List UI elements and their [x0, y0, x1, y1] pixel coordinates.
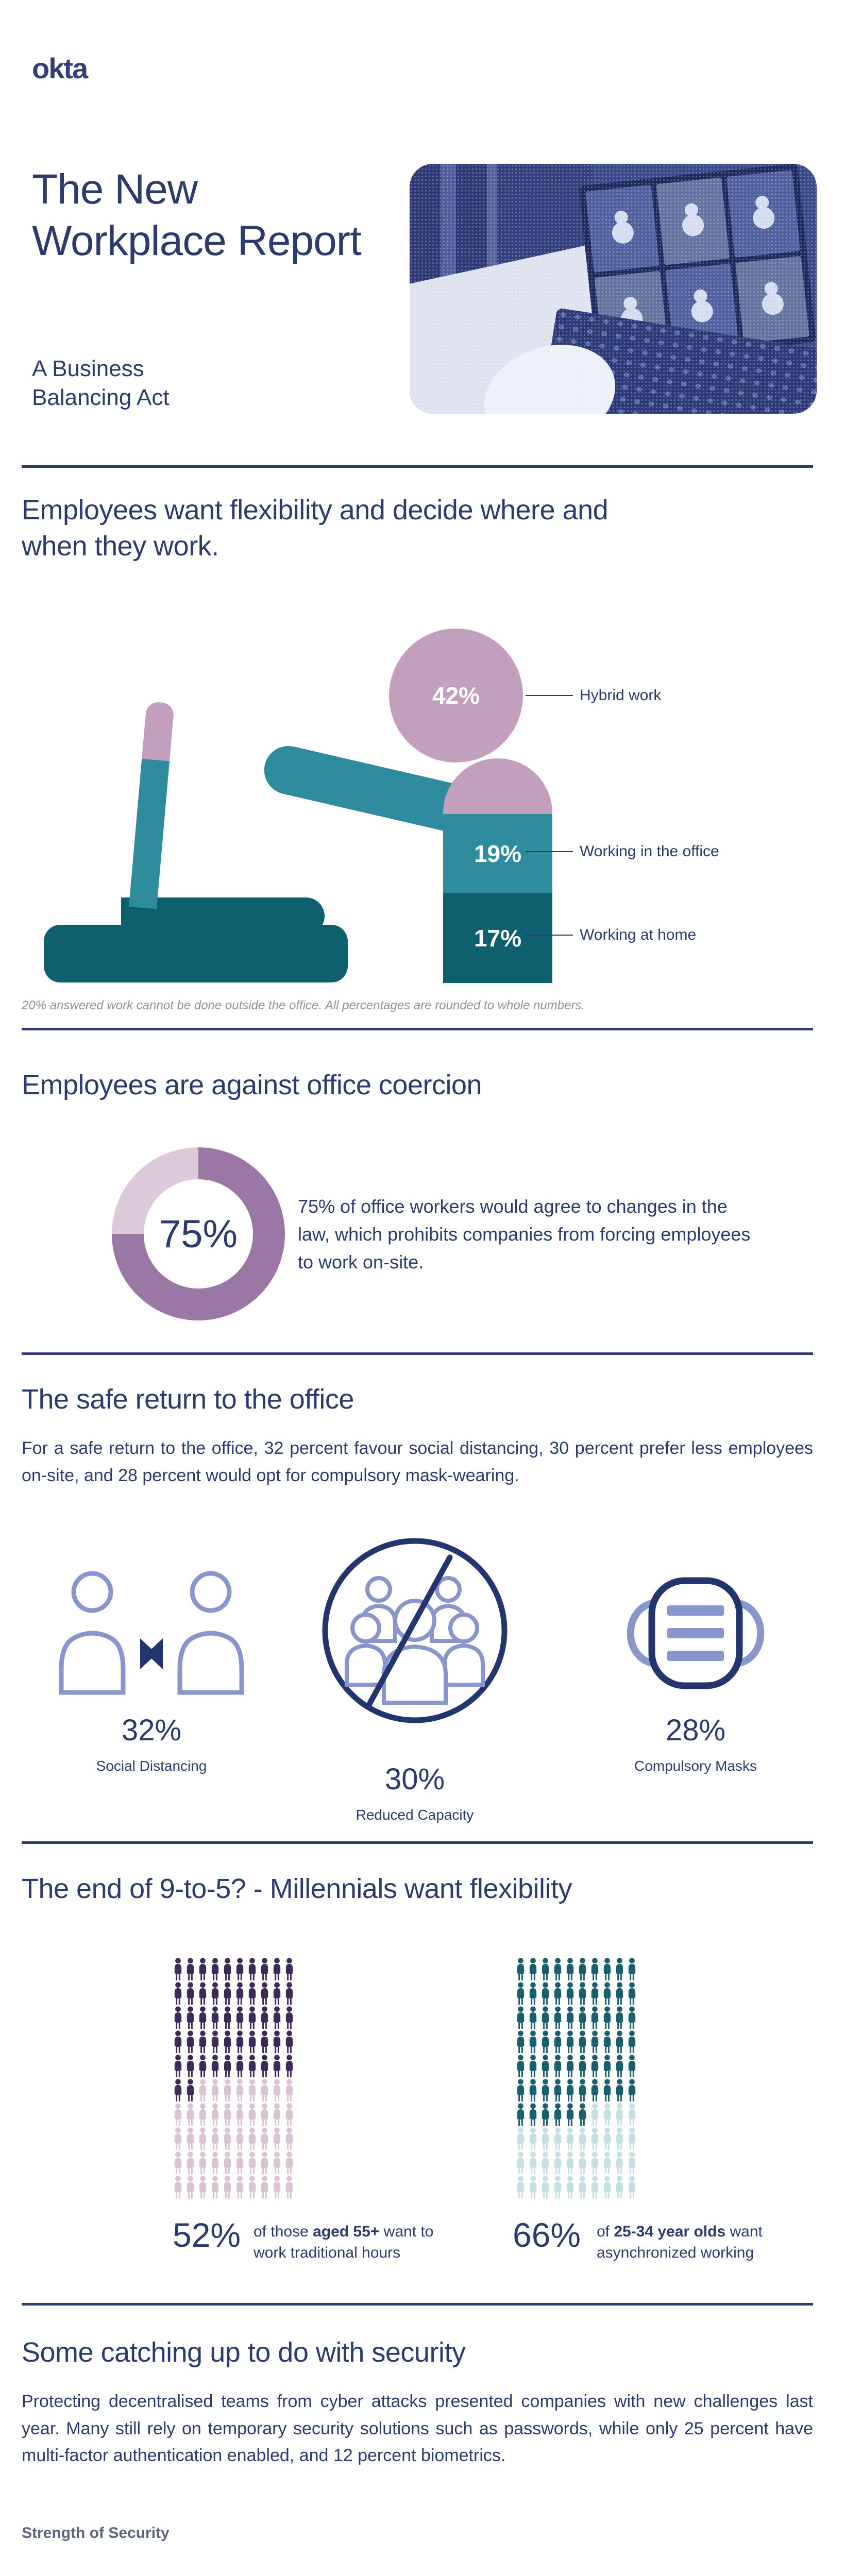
section-heading-security: Some catching up to do with security: [22, 2337, 466, 2368]
stat-value-home: 17%: [474, 924, 522, 952]
stat-value-hybrid: 42%: [432, 682, 480, 709]
divider: [22, 1352, 813, 1355]
person-torso: 19% 17%: [443, 758, 552, 983]
caption-text: want to work traditional hours: [254, 2223, 434, 2261]
stat-label-hybrid: Hybrid work: [580, 687, 662, 704]
strength-of-security-label: Strength of Security: [22, 2524, 170, 2541]
security-body-text: Protecting decentralised teams from cybe…: [22, 2392, 813, 2466]
divider: [22, 1841, 813, 1844]
footnote: 20% answered work cannot be done outside…: [22, 998, 585, 1012]
face-mask-icon: [627, 1577, 765, 1689]
halftone-overlay: [410, 164, 817, 414]
pictogram-value-25-34: 66%: [513, 2216, 581, 2254]
stat-label-office: Working in the office: [580, 843, 719, 860]
stat-value-compulsory-masks: 28%: [665, 1714, 726, 1747]
caption-text: of: [597, 2223, 614, 2240]
person-head: 42%: [389, 629, 523, 762]
section-heading-flexibility: Employees want flexibility and decide wh…: [22, 495, 609, 562]
coercion-body-text: 75% of office workers would agree to cha…: [298, 1196, 751, 1273]
torso-segment-home: 17%: [443, 893, 552, 983]
stat-value-office: 19%: [474, 840, 522, 867]
divider: [22, 2303, 813, 2306]
callout-line: [526, 695, 573, 696]
donut-value: 75%: [159, 1212, 238, 1256]
okta-logo: okta: [32, 52, 88, 84]
stat-label-social-distancing: Social Distancing: [96, 1758, 207, 1774]
stat-label-compulsory-masks: Compulsory Masks: [634, 1758, 757, 1774]
caption-bold: 25-34 year olds: [614, 2223, 726, 2240]
torso-segment-hybrid: [443, 758, 552, 814]
caption-bold: aged 55+: [313, 2223, 380, 2240]
social-distancing-icon: [59, 1571, 244, 1695]
section-heading-safe-return: The safe return to the office: [22, 1384, 354, 1415]
caption-text: want asynchronized working: [597, 2223, 763, 2261]
caption-text: of those: [254, 2223, 313, 2240]
pictogram-grid-55plus: [173, 1958, 296, 2200]
callout-line: [526, 935, 573, 936]
callout-line: [526, 851, 573, 852]
hero-image: [410, 164, 817, 414]
page-subtitle: A Business Balancing Act: [32, 356, 170, 411]
donut-chart-75: 75%: [112, 1147, 285, 1320]
reduced-capacity-icon: [322, 1538, 508, 1723]
page-title: The New Workplace Report: [32, 166, 362, 265]
pictogram-grid-25-34: [515, 1958, 639, 2200]
pictogram-value-55plus: 52%: [173, 2216, 241, 2254]
stat-value-reduced-capacity: 30%: [384, 1762, 445, 1796]
divider: [22, 1028, 813, 1030]
safe-return-body-text: For a safe return to the office, 32 perc…: [22, 1438, 813, 1485]
divider: [22, 465, 813, 468]
donut-hole: 75%: [144, 1179, 253, 1289]
stat-label-reduced-capacity: Reduced Capacity: [356, 1807, 474, 1823]
stat-label-home: Working at home: [580, 926, 697, 943]
laptop-screen: [129, 701, 175, 909]
pictogram-caption-55plus: of those aged 55+ want to work tradition…: [254, 2222, 460, 2263]
pictogram-caption-25-34: of 25-34 year olds want asynchronized wo…: [597, 2222, 818, 2263]
torso-segment-office: 19%: [443, 814, 552, 893]
section-heading-millennials: The end of 9-to-5? - Millennials want fl…: [22, 1873, 572, 1904]
section-heading-coercion: Employees are against office coercion: [22, 1070, 482, 1100]
stat-value-social-distancing: 32%: [121, 1714, 182, 1747]
